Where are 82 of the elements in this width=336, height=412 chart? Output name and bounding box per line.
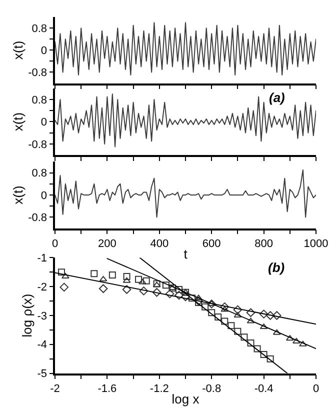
y-tick-label: 0.8 bbox=[32, 22, 48, 35]
y-tick-label: 0.8 bbox=[32, 94, 48, 106]
point bbox=[298, 340, 307, 346]
x-tick-label: 800 bbox=[254, 238, 273, 250]
point bbox=[220, 306, 229, 312]
point bbox=[221, 318, 228, 325]
point bbox=[220, 302, 230, 312]
point bbox=[58, 268, 66, 276]
y-tick-label: 0 bbox=[40, 190, 48, 202]
point bbox=[188, 294, 196, 302]
x-axis-title: log x bbox=[172, 391, 200, 406]
y-axis-title: x(t) bbox=[10, 40, 26, 60]
point bbox=[60, 282, 69, 292]
point bbox=[207, 300, 216, 308]
y-tick-label: -4 bbox=[37, 339, 48, 352]
point bbox=[260, 324, 268, 330]
x-tick-label: -0.8 bbox=[202, 383, 222, 396]
point bbox=[139, 286, 148, 296]
x-tick-label: 600 bbox=[202, 238, 221, 250]
point bbox=[233, 305, 242, 314]
point bbox=[98, 284, 108, 294]
line-series bbox=[55, 22, 316, 76]
point bbox=[246, 308, 256, 318]
point bbox=[208, 300, 216, 306]
x-tick-label: -1.2 bbox=[150, 383, 169, 396]
y-tick-label: 0 bbox=[40, 45, 48, 58]
line-series bbox=[55, 170, 316, 218]
point bbox=[174, 290, 184, 300]
point bbox=[99, 276, 108, 282]
y-tick-label: -1 bbox=[37, 252, 48, 265]
point bbox=[165, 289, 174, 298]
point bbox=[240, 334, 248, 341]
x-tick-label: 1000 bbox=[304, 238, 328, 250]
annotation: (b) bbox=[268, 260, 285, 275]
y-tick-label: -5 bbox=[37, 368, 48, 380]
point bbox=[142, 277, 150, 284]
point bbox=[266, 311, 275, 320]
x-tick-label: 0 bbox=[52, 238, 58, 250]
y-tick-label: -0.8 bbox=[28, 212, 48, 224]
y-axis-title: x(t) bbox=[10, 112, 26, 132]
x-tick-label: 200 bbox=[98, 238, 116, 250]
point bbox=[228, 322, 235, 330]
x-tick-label: -2 bbox=[50, 383, 60, 396]
point bbox=[247, 339, 254, 346]
point bbox=[272, 311, 282, 320]
point bbox=[123, 273, 130, 280]
point bbox=[260, 350, 268, 358]
y-tick-label: -3 bbox=[37, 310, 48, 322]
y-axis-title: x(t) bbox=[10, 186, 26, 204]
point bbox=[246, 318, 255, 324]
point bbox=[122, 285, 132, 294]
y-tick-label: 0.8 bbox=[32, 168, 48, 180]
point bbox=[214, 313, 222, 320]
point bbox=[254, 345, 261, 352]
point bbox=[266, 355, 274, 362]
x-tick-label: 400 bbox=[150, 238, 169, 250]
y-tick-label: -0.8 bbox=[28, 67, 48, 80]
y-tick-label: 0 bbox=[40, 116, 48, 129]
point bbox=[90, 270, 98, 278]
point bbox=[175, 286, 182, 293]
point bbox=[272, 329, 281, 335]
point bbox=[202, 303, 209, 310]
point bbox=[208, 309, 216, 316]
point bbox=[135, 276, 142, 283]
point bbox=[234, 328, 242, 335]
annotation: (a) bbox=[269, 90, 285, 105]
line-series bbox=[55, 93, 316, 148]
point bbox=[152, 288, 162, 297]
point bbox=[259, 310, 268, 318]
point bbox=[286, 335, 294, 341]
x-tick-label: 0 bbox=[312, 383, 320, 396]
x-tick-label: -1.6 bbox=[98, 383, 117, 396]
y-axis-title: log ρ(x) bbox=[20, 294, 35, 338]
y-tick-label: -2 bbox=[37, 281, 48, 294]
point bbox=[138, 278, 146, 284]
point bbox=[122, 277, 131, 283]
point bbox=[162, 282, 170, 289]
y-tick-label: -0.8 bbox=[28, 138, 48, 151]
x-tick-label: -0.4 bbox=[254, 383, 274, 396]
point bbox=[194, 294, 203, 300]
point bbox=[108, 272, 116, 279]
x-axis-title: t bbox=[184, 246, 188, 262]
